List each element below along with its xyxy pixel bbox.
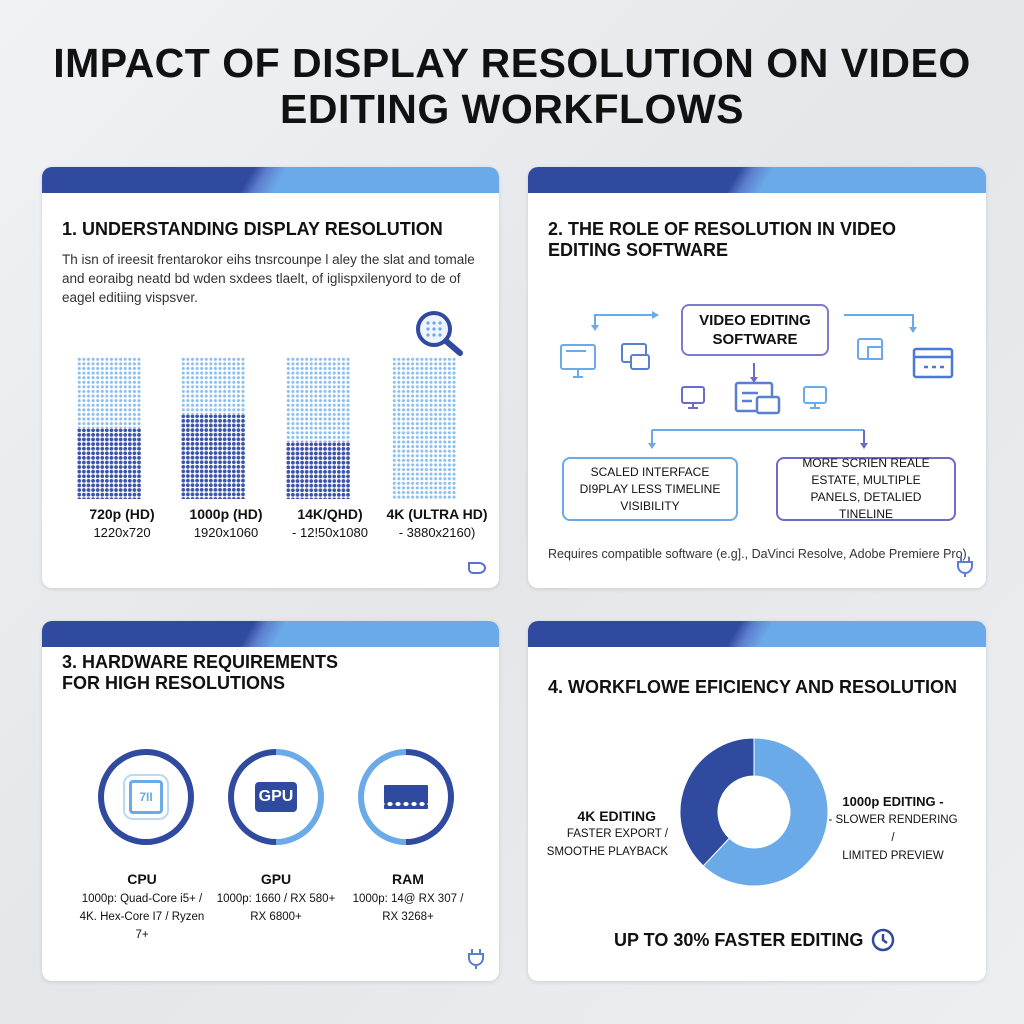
resolution-dot-grid bbox=[286, 357, 350, 499]
section-title: 4. WORKFLOWE EFICIENCY AND RESOLUTION bbox=[548, 677, 958, 697]
resolution-dot-grid bbox=[181, 357, 245, 499]
gpu-spec: GPU 1000p: 1660 / RX 580+ RX 6800+ bbox=[216, 871, 336, 923]
plug-icon bbox=[957, 557, 973, 577]
resolution-dot-grid bbox=[77, 357, 141, 499]
monitor-icon bbox=[560, 344, 596, 378]
section-title: 2. THE ROLE OF RESOLUTION IN VIDEO EDITI… bbox=[548, 219, 897, 260]
donut-slice-4k bbox=[679, 737, 755, 867]
resolution-label: 14K/QHD) - 12!50x1080 bbox=[292, 506, 368, 540]
card-display-resolution: 1. UNDERSTANDING DISPLAY RESOLUTION Th i… bbox=[42, 167, 499, 588]
efficiency-footer: UP TO 30% FASTER EDITING bbox=[614, 928, 895, 952]
right-label: 1000p EDITING -- SLOWER RENDERING / LIMIT… bbox=[828, 794, 958, 862]
section-title: 3. HARDWARE REQUIREMENTS FOR HIGH RESOLU… bbox=[62, 652, 339, 693]
card-header-band bbox=[42, 621, 499, 647]
resolution-label: 1000p (HD) 1920x1060 bbox=[189, 506, 263, 540]
cpu-spec: CPU 1000p: Quad-Core i5+ /4K. Hex-Core I7… bbox=[79, 871, 205, 941]
window-icon bbox=[857, 338, 883, 360]
low-res-box: SCALED INTERFACE DI9PLAY LESS TIMELINE V… bbox=[562, 457, 738, 521]
section-title: 1. UNDERSTANDING DISPLAY RESOLUTION bbox=[62, 219, 443, 239]
donut-slice-1000p bbox=[702, 737, 829, 887]
software-note: Requires compatible software (e.g]., DaV… bbox=[548, 547, 971, 561]
efficiency-donut-chart bbox=[679, 737, 829, 887]
card-hardware: 3. HARDWARE REQUIREMENTS FOR HIGH RESOLU… bbox=[42, 621, 499, 981]
editor-window-icon bbox=[734, 381, 781, 415]
magnifier-icon bbox=[416, 311, 463, 356]
plug-icon bbox=[468, 949, 484, 969]
gpu-ring: GPU bbox=[228, 749, 324, 845]
center-box: VIDEO EDITING SOFTWARE bbox=[681, 304, 829, 356]
card-header-band bbox=[528, 167, 986, 193]
section-body: Th isn of ireesit frentarokor eihs tnsrc… bbox=[62, 252, 475, 305]
tag-icon bbox=[468, 562, 486, 574]
resolution-dot-grid bbox=[392, 357, 456, 499]
card-workflow-efficiency: 4. WORKFLOWE EFICIENCY AND RESOLUTION 4K… bbox=[528, 621, 986, 981]
window-icon bbox=[621, 343, 650, 370]
resolution-label: 4K (ULTRA HD) - 3880x2160) bbox=[386, 506, 488, 540]
monitor-icon bbox=[803, 386, 827, 409]
ram-spec: RAM 1000p: 14@ RX 307 /RX 3268+ bbox=[352, 871, 464, 923]
cpu-ring: 7II bbox=[98, 749, 194, 845]
page-title: IMPACT OF DISPLAY RESOLUTION ON VIDEO ED… bbox=[53, 40, 971, 132]
gpu-chip-icon: GPU bbox=[255, 782, 297, 812]
high-res-box: MORE SCRIEN REALE ESTATE, MULTIPLE PANEL… bbox=[776, 456, 956, 521]
ram-stick-icon bbox=[384, 785, 428, 809]
card-header-band bbox=[42, 167, 499, 193]
monitor-icon bbox=[681, 386, 705, 409]
card-header-band bbox=[528, 621, 986, 647]
browser-window-icon bbox=[912, 347, 954, 379]
cpu-chip-icon: 7II bbox=[129, 780, 163, 814]
left-label: 4K EDITING FASTER EXPORT / SMOOTHE PLAYBAC… bbox=[546, 808, 668, 858]
resolution-label: 720p (HD) 1220x720 bbox=[89, 506, 155, 540]
workflow-diagram bbox=[560, 311, 954, 449]
clock-icon bbox=[872, 928, 895, 952]
ram-ring bbox=[358, 749, 454, 845]
card-software-role: 2. THE ROLE OF RESOLUTION IN VIDEO EDITI… bbox=[528, 167, 986, 588]
